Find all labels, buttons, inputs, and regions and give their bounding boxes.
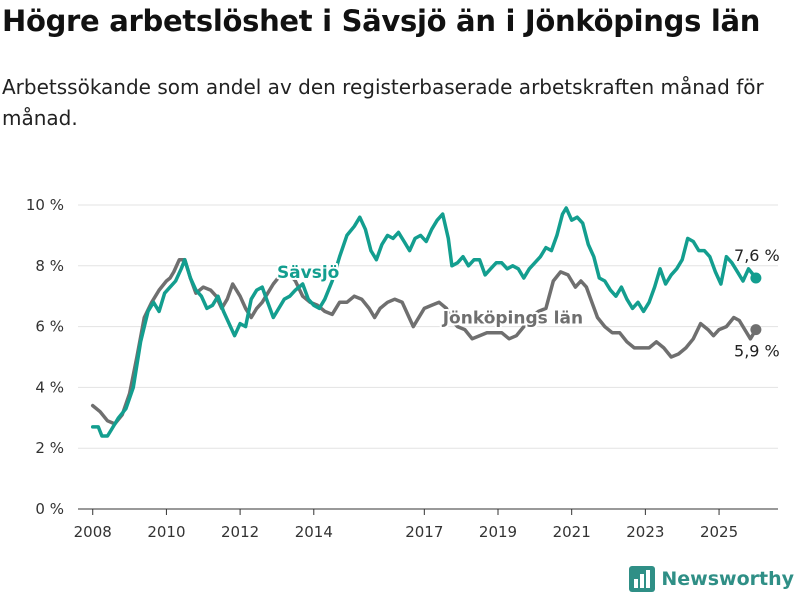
y-tick-label: 2 % [35,439,64,457]
y-tick-label: 8 % [35,257,64,275]
y-tick-label: 0 % [35,500,64,518]
page-title: Högre arbetslöshet i Sävsjö än i Jönköpi… [2,4,761,38]
brand[interactable]: Newsworthy [629,566,794,592]
series-end-point [750,272,762,284]
series-line [90,206,758,438]
x-tick-label: 2014 [295,523,333,541]
gridlines [78,204,778,449]
series-line [90,257,758,426]
x-tick-label: 2019 [479,523,517,541]
page-subtitle: Arbetssökande som andel av den registerb… [2,75,764,130]
series-lines [90,206,762,438]
x-tick-label: 2023 [626,523,664,541]
bar-chart-logo-icon [629,566,656,592]
y-tick-label: 6 % [35,318,64,336]
x-tick-label: 2008 [74,523,112,541]
series-label: Sävsjö [277,263,339,283]
x-tick-label: 2021 [553,523,591,541]
series-label: Jönköpings län [442,309,583,329]
x-tick-label: 2010 [147,523,185,541]
brand-name: Newsworthy [661,568,794,590]
series-labels: Jönköpings län 5,9 % Sävsjö 7,6 % [275,244,781,362]
y-tick-label: 4 % [35,378,64,396]
axes: 0 % 2 % 4 % 6 % 8 % 10 % 2008 2010 2012 2014 2017 2… [26,196,778,541]
x-tick-label: 2017 [405,523,443,541]
series-end-label: 5,9 % [734,342,780,361]
x-tick-label: 2025 [700,523,738,541]
series-end-label: 7,6 % [734,246,780,265]
series-end-point [750,324,762,336]
x-tick-label: 2012 [221,523,259,541]
y-tick-label: 10 % [26,196,64,214]
